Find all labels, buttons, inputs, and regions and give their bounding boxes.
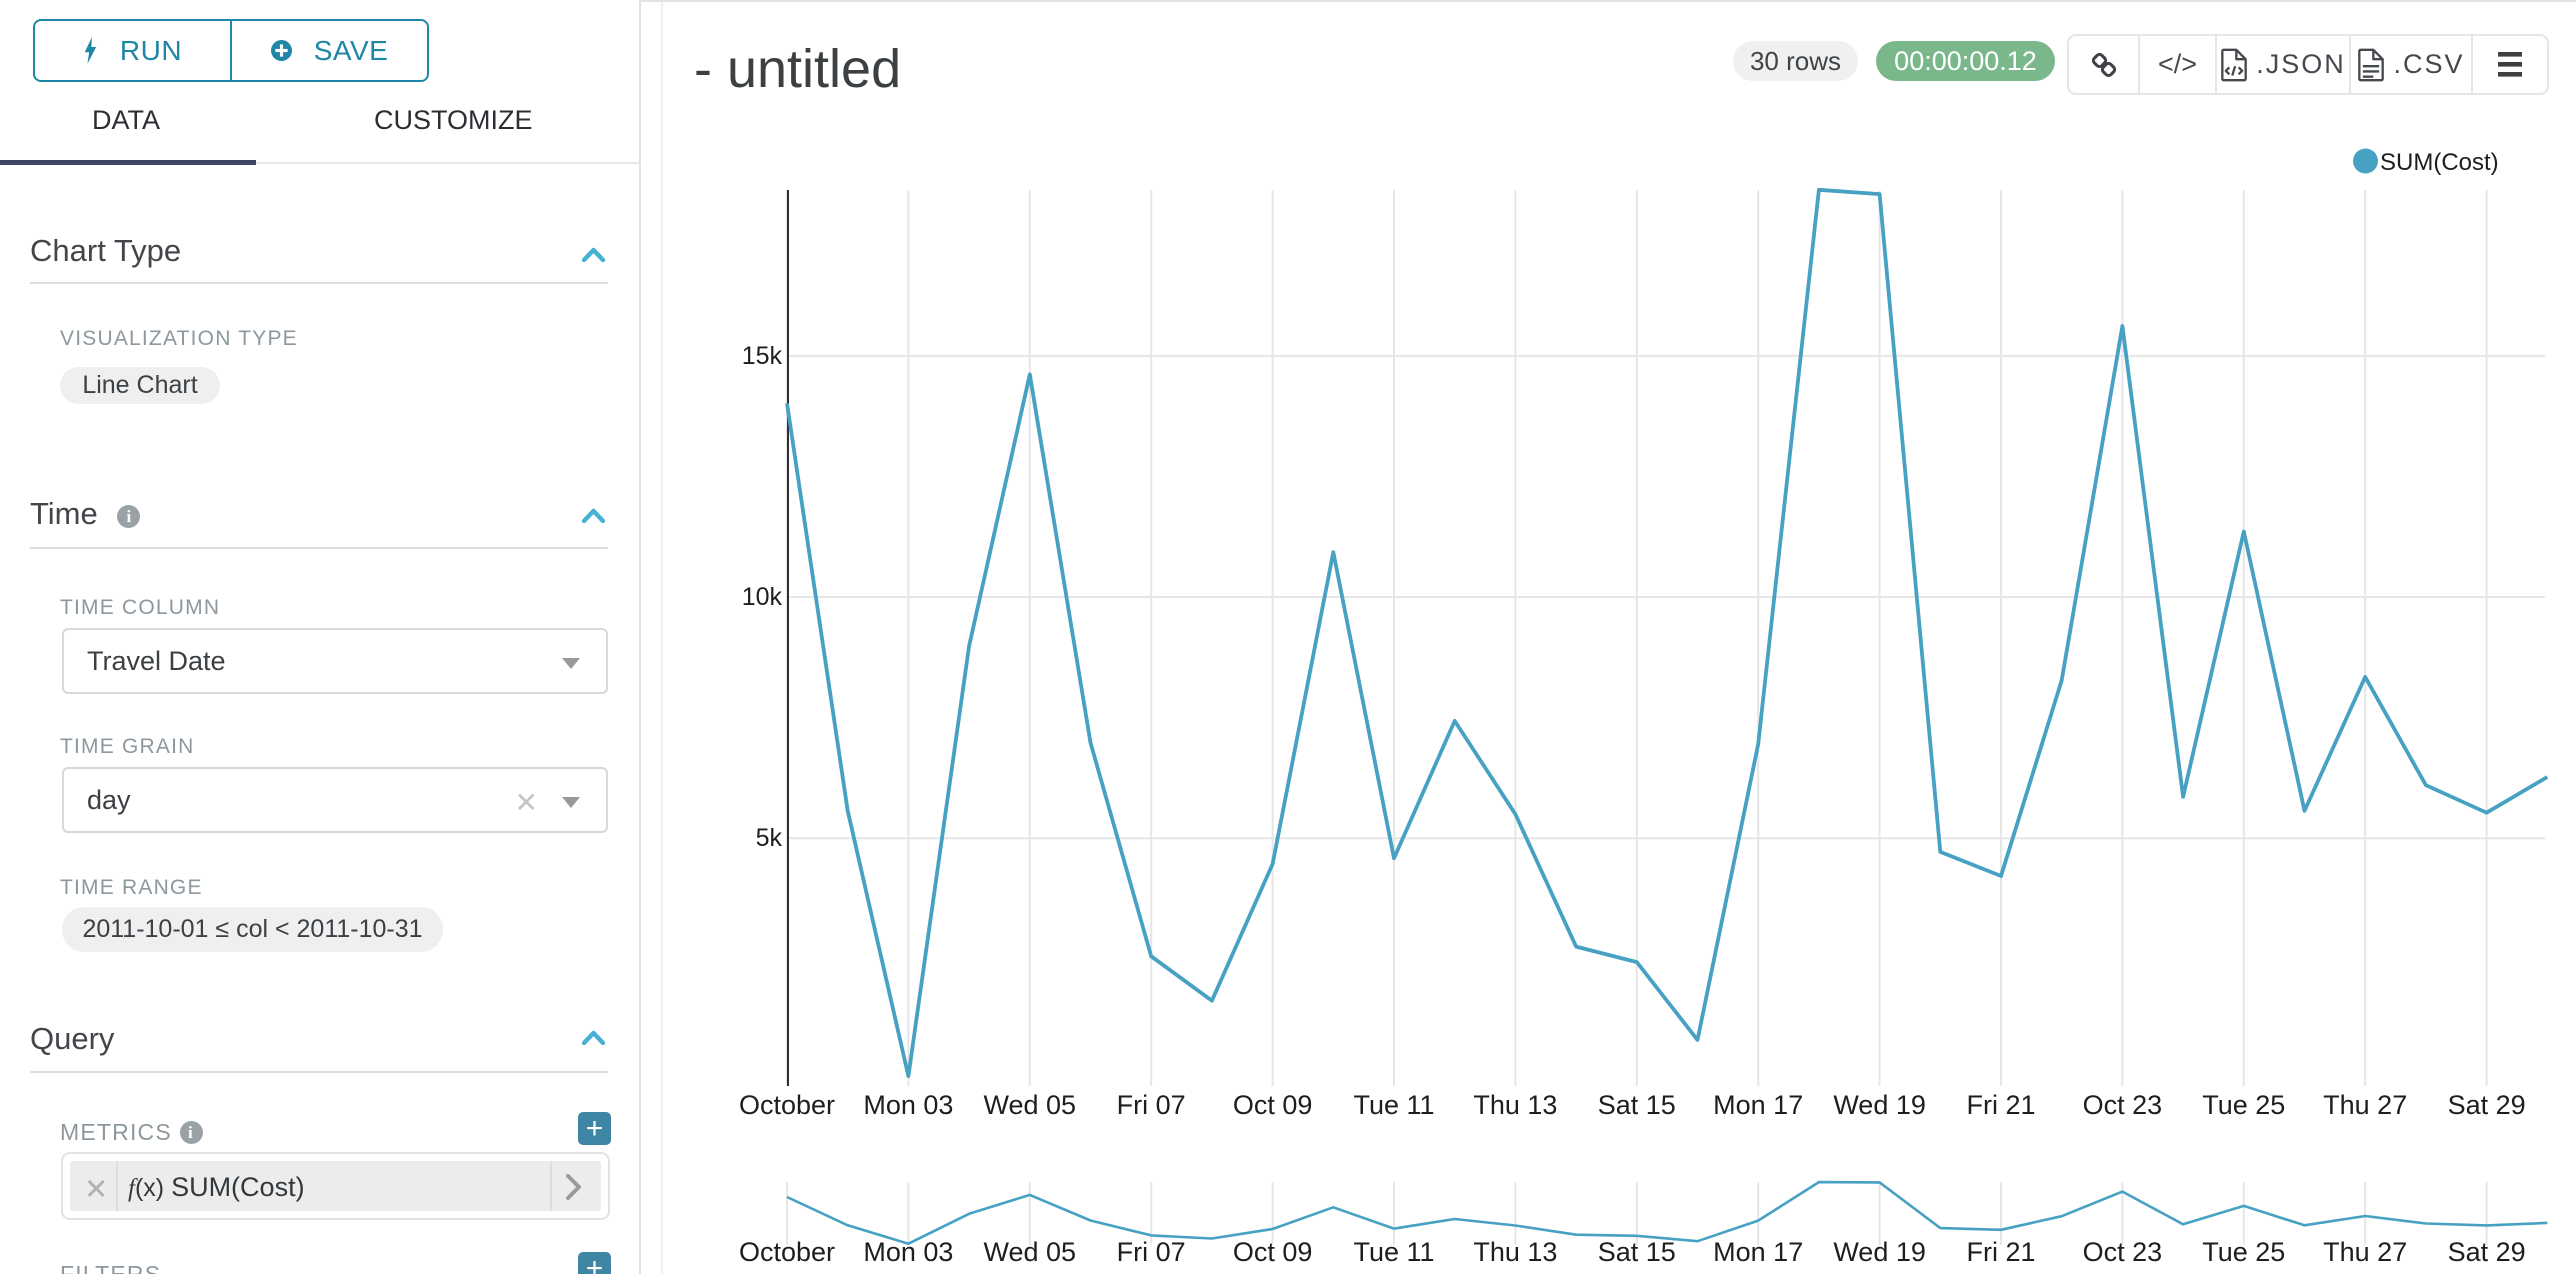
- svg-text:Tue 11: Tue 11: [1353, 1237, 1434, 1267]
- svg-text:October: October: [739, 1090, 835, 1120]
- svg-text:Thu 13: Thu 13: [1473, 1237, 1557, 1267]
- svg-text:Fri 07: Fri 07: [1117, 1090, 1186, 1120]
- svg-text:Wed 19: Wed 19: [1833, 1090, 1926, 1120]
- svg-text:Oct 23: Oct 23: [2083, 1090, 2163, 1120]
- svg-text:SUM(Cost): SUM(Cost): [2380, 149, 2499, 176]
- svg-text:10k: 10k: [742, 583, 783, 611]
- svg-text:Wed 05: Wed 05: [984, 1237, 1077, 1267]
- svg-text:Wed 05: Wed 05: [984, 1090, 1077, 1120]
- svg-text:Fri 21: Fri 21: [1966, 1237, 2035, 1267]
- svg-text:Mon 03: Mon 03: [863, 1237, 953, 1267]
- svg-text:Sat 29: Sat 29: [2448, 1090, 2526, 1120]
- svg-text:Sat 29: Sat 29: [2448, 1237, 2526, 1267]
- svg-text:15k: 15k: [742, 342, 783, 370]
- svg-text:Sat 15: Sat 15: [1598, 1237, 1676, 1267]
- svg-text:Thu 27: Thu 27: [2323, 1237, 2407, 1267]
- svg-text:Wed 19: Wed 19: [1833, 1237, 1926, 1267]
- svg-text:Thu 13: Thu 13: [1473, 1090, 1557, 1120]
- svg-text:Oct 09: Oct 09: [1233, 1237, 1313, 1267]
- svg-text:October: October: [739, 1237, 835, 1267]
- svg-text:Mon 03: Mon 03: [863, 1090, 953, 1120]
- svg-text:Mon 17: Mon 17: [1713, 1090, 1803, 1120]
- svg-text:Fri 07: Fri 07: [1117, 1237, 1186, 1267]
- svg-text:Tue 25: Tue 25: [2202, 1090, 2285, 1120]
- svg-text:Oct 09: Oct 09: [1233, 1090, 1313, 1120]
- svg-text:Fri 21: Fri 21: [1966, 1090, 2035, 1120]
- svg-text:Tue 11: Tue 11: [1353, 1090, 1434, 1120]
- svg-text:Tue 25: Tue 25: [2202, 1237, 2285, 1267]
- svg-text:Mon 17: Mon 17: [1713, 1237, 1803, 1267]
- svg-text:Oct 23: Oct 23: [2083, 1237, 2163, 1267]
- svg-text:Sat 15: Sat 15: [1598, 1090, 1676, 1120]
- svg-text:Thu 27: Thu 27: [2323, 1090, 2407, 1120]
- svg-text:5k: 5k: [756, 824, 783, 852]
